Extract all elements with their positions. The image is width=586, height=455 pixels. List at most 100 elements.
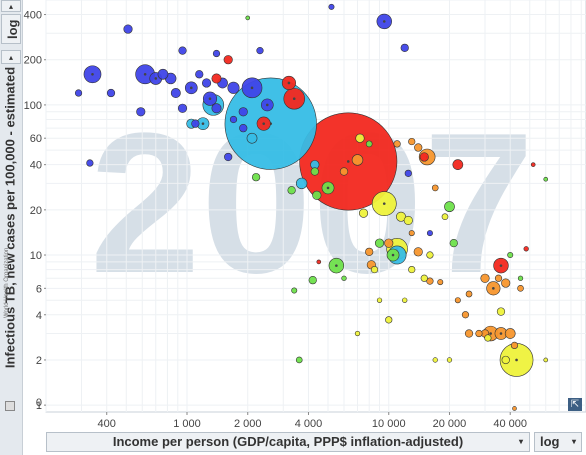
country-bubble[interactable] (227, 81, 240, 94)
country-bubble[interactable] (523, 246, 529, 252)
country-bubble[interactable] (413, 247, 423, 257)
country-bubble[interactable] (316, 259, 322, 265)
country-bubble[interactable] (239, 124, 248, 133)
country-bubble[interactable] (201, 78, 212, 88)
country-bubble[interactable] (480, 273, 490, 283)
country-bubble[interactable] (464, 329, 474, 338)
country-bubble[interactable] (370, 265, 379, 274)
country-bubble[interactable] (251, 173, 261, 182)
country-bubble[interactable] (365, 247, 374, 256)
country-bubble[interactable] (287, 186, 296, 195)
y-scale-up-arrow[interactable]: ▴ (1, 0, 21, 12)
source-icon[interactable] (5, 401, 15, 411)
country-bubble[interactable] (74, 89, 83, 97)
country-bubble[interactable] (543, 357, 549, 363)
country-bubble[interactable] (512, 406, 517, 411)
country-bubble[interactable] (501, 355, 510, 365)
country-bubble[interactable] (136, 107, 146, 117)
country-bubble[interactable] (437, 279, 444, 286)
country-bubble[interactable] (496, 307, 506, 316)
country-bubble[interactable] (245, 15, 251, 21)
country-bubble[interactable] (517, 285, 524, 292)
country-bubble[interactable] (195, 70, 204, 79)
country-bubble[interactable] (106, 88, 116, 98)
y-scale-select[interactable]: log (1, 14, 21, 44)
country-bubble[interactable] (393, 140, 401, 148)
country-bubble[interactable] (414, 143, 423, 152)
country-bubble[interactable] (507, 252, 514, 259)
country-bubble[interactable] (212, 49, 221, 58)
country-bubble[interactable] (408, 265, 416, 274)
country-bubble[interactable] (341, 275, 347, 281)
country-bubble[interactable] (211, 73, 222, 84)
country-bubble[interactable] (452, 159, 464, 171)
country-bubble[interactable] (432, 357, 438, 363)
country-bubble[interactable] (354, 330, 361, 337)
country-bubble[interactable] (408, 137, 416, 146)
country-bubble[interactable] (312, 190, 322, 200)
country-bubble[interactable] (223, 55, 233, 65)
y-indicator-arrow[interactable]: ▴ (1, 50, 21, 64)
country-bubble[interactable] (355, 133, 365, 143)
country-bubble[interactable] (358, 208, 369, 218)
country-bubble[interactable] (400, 43, 409, 52)
country-bubble[interactable] (465, 290, 473, 298)
country-bubble[interactable] (308, 276, 317, 285)
country-bubble[interactable] (374, 238, 385, 248)
country-bubble[interactable] (420, 274, 428, 282)
country-bubble[interactable] (157, 68, 169, 80)
country-bubble[interactable] (123, 24, 133, 34)
country-bubble[interactable] (291, 287, 298, 294)
country-bubble[interactable] (295, 177, 308, 190)
country-bubble[interactable] (365, 140, 373, 148)
x-scale-select[interactable]: log ▾ (534, 432, 582, 452)
country-bubble[interactable] (86, 159, 94, 167)
country-bubble[interactable] (310, 167, 319, 176)
country-bubble[interactable] (177, 103, 188, 113)
y-axis-title[interactable]: Infectious TB, new cases per 100,000 - e… (2, 66, 18, 369)
country-bubble[interactable] (543, 176, 549, 182)
country-bubble[interactable] (517, 275, 524, 281)
country-bubble[interactable] (339, 167, 349, 176)
country-bubble[interactable] (408, 230, 415, 237)
country-bubble[interactable] (376, 297, 383, 303)
country-bubble[interactable] (484, 334, 492, 342)
country-bubble[interactable] (229, 115, 238, 124)
country-bubble[interactable] (426, 277, 434, 285)
country-bubble[interactable] (446, 357, 453, 363)
country-bubble[interactable] (256, 47, 264, 55)
country-bubble[interactable] (530, 162, 536, 167)
country-bubble[interactable] (246, 132, 258, 144)
country-bubble[interactable] (384, 238, 394, 248)
country-bubble[interactable] (403, 215, 413, 226)
country-bubble[interactable] (385, 316, 393, 324)
country-bubble[interactable] (441, 213, 449, 221)
country-bubble[interactable] (510, 341, 519, 350)
country-bubble[interactable] (501, 278, 511, 288)
country-bubble[interactable] (211, 103, 222, 114)
bubbles[interactable] (74, 3, 549, 411)
country-bubble[interactable] (504, 328, 516, 339)
country-bubble[interactable] (475, 329, 483, 338)
country-bubble[interactable] (419, 152, 429, 162)
country-bubble[interactable] (404, 169, 412, 177)
country-bubble[interactable] (454, 297, 461, 304)
country-bubble[interactable] (170, 88, 181, 99)
country-bubble[interactable] (191, 119, 200, 128)
expand-icon[interactable]: ⇱ (568, 398, 582, 411)
country-bubble[interactable] (494, 274, 503, 282)
country-bubble[interactable] (178, 46, 187, 55)
country-bubble[interactable] (295, 356, 303, 364)
country-bubble[interactable] (402, 297, 408, 303)
country-bubble[interactable] (461, 311, 470, 319)
country-bubble[interactable] (449, 239, 458, 248)
country-bubble[interactable] (351, 154, 364, 166)
country-bubble[interactable] (431, 184, 439, 192)
country-bubble[interactable] (426, 230, 433, 237)
country-bubble[interactable] (426, 251, 434, 259)
x-indicator-select[interactable]: Income per person (GDP/capita, PPP$ infl… (46, 432, 530, 452)
country-bubble[interactable] (238, 107, 248, 117)
country-bubble[interactable] (328, 3, 335, 10)
country-bubble[interactable] (444, 201, 455, 213)
